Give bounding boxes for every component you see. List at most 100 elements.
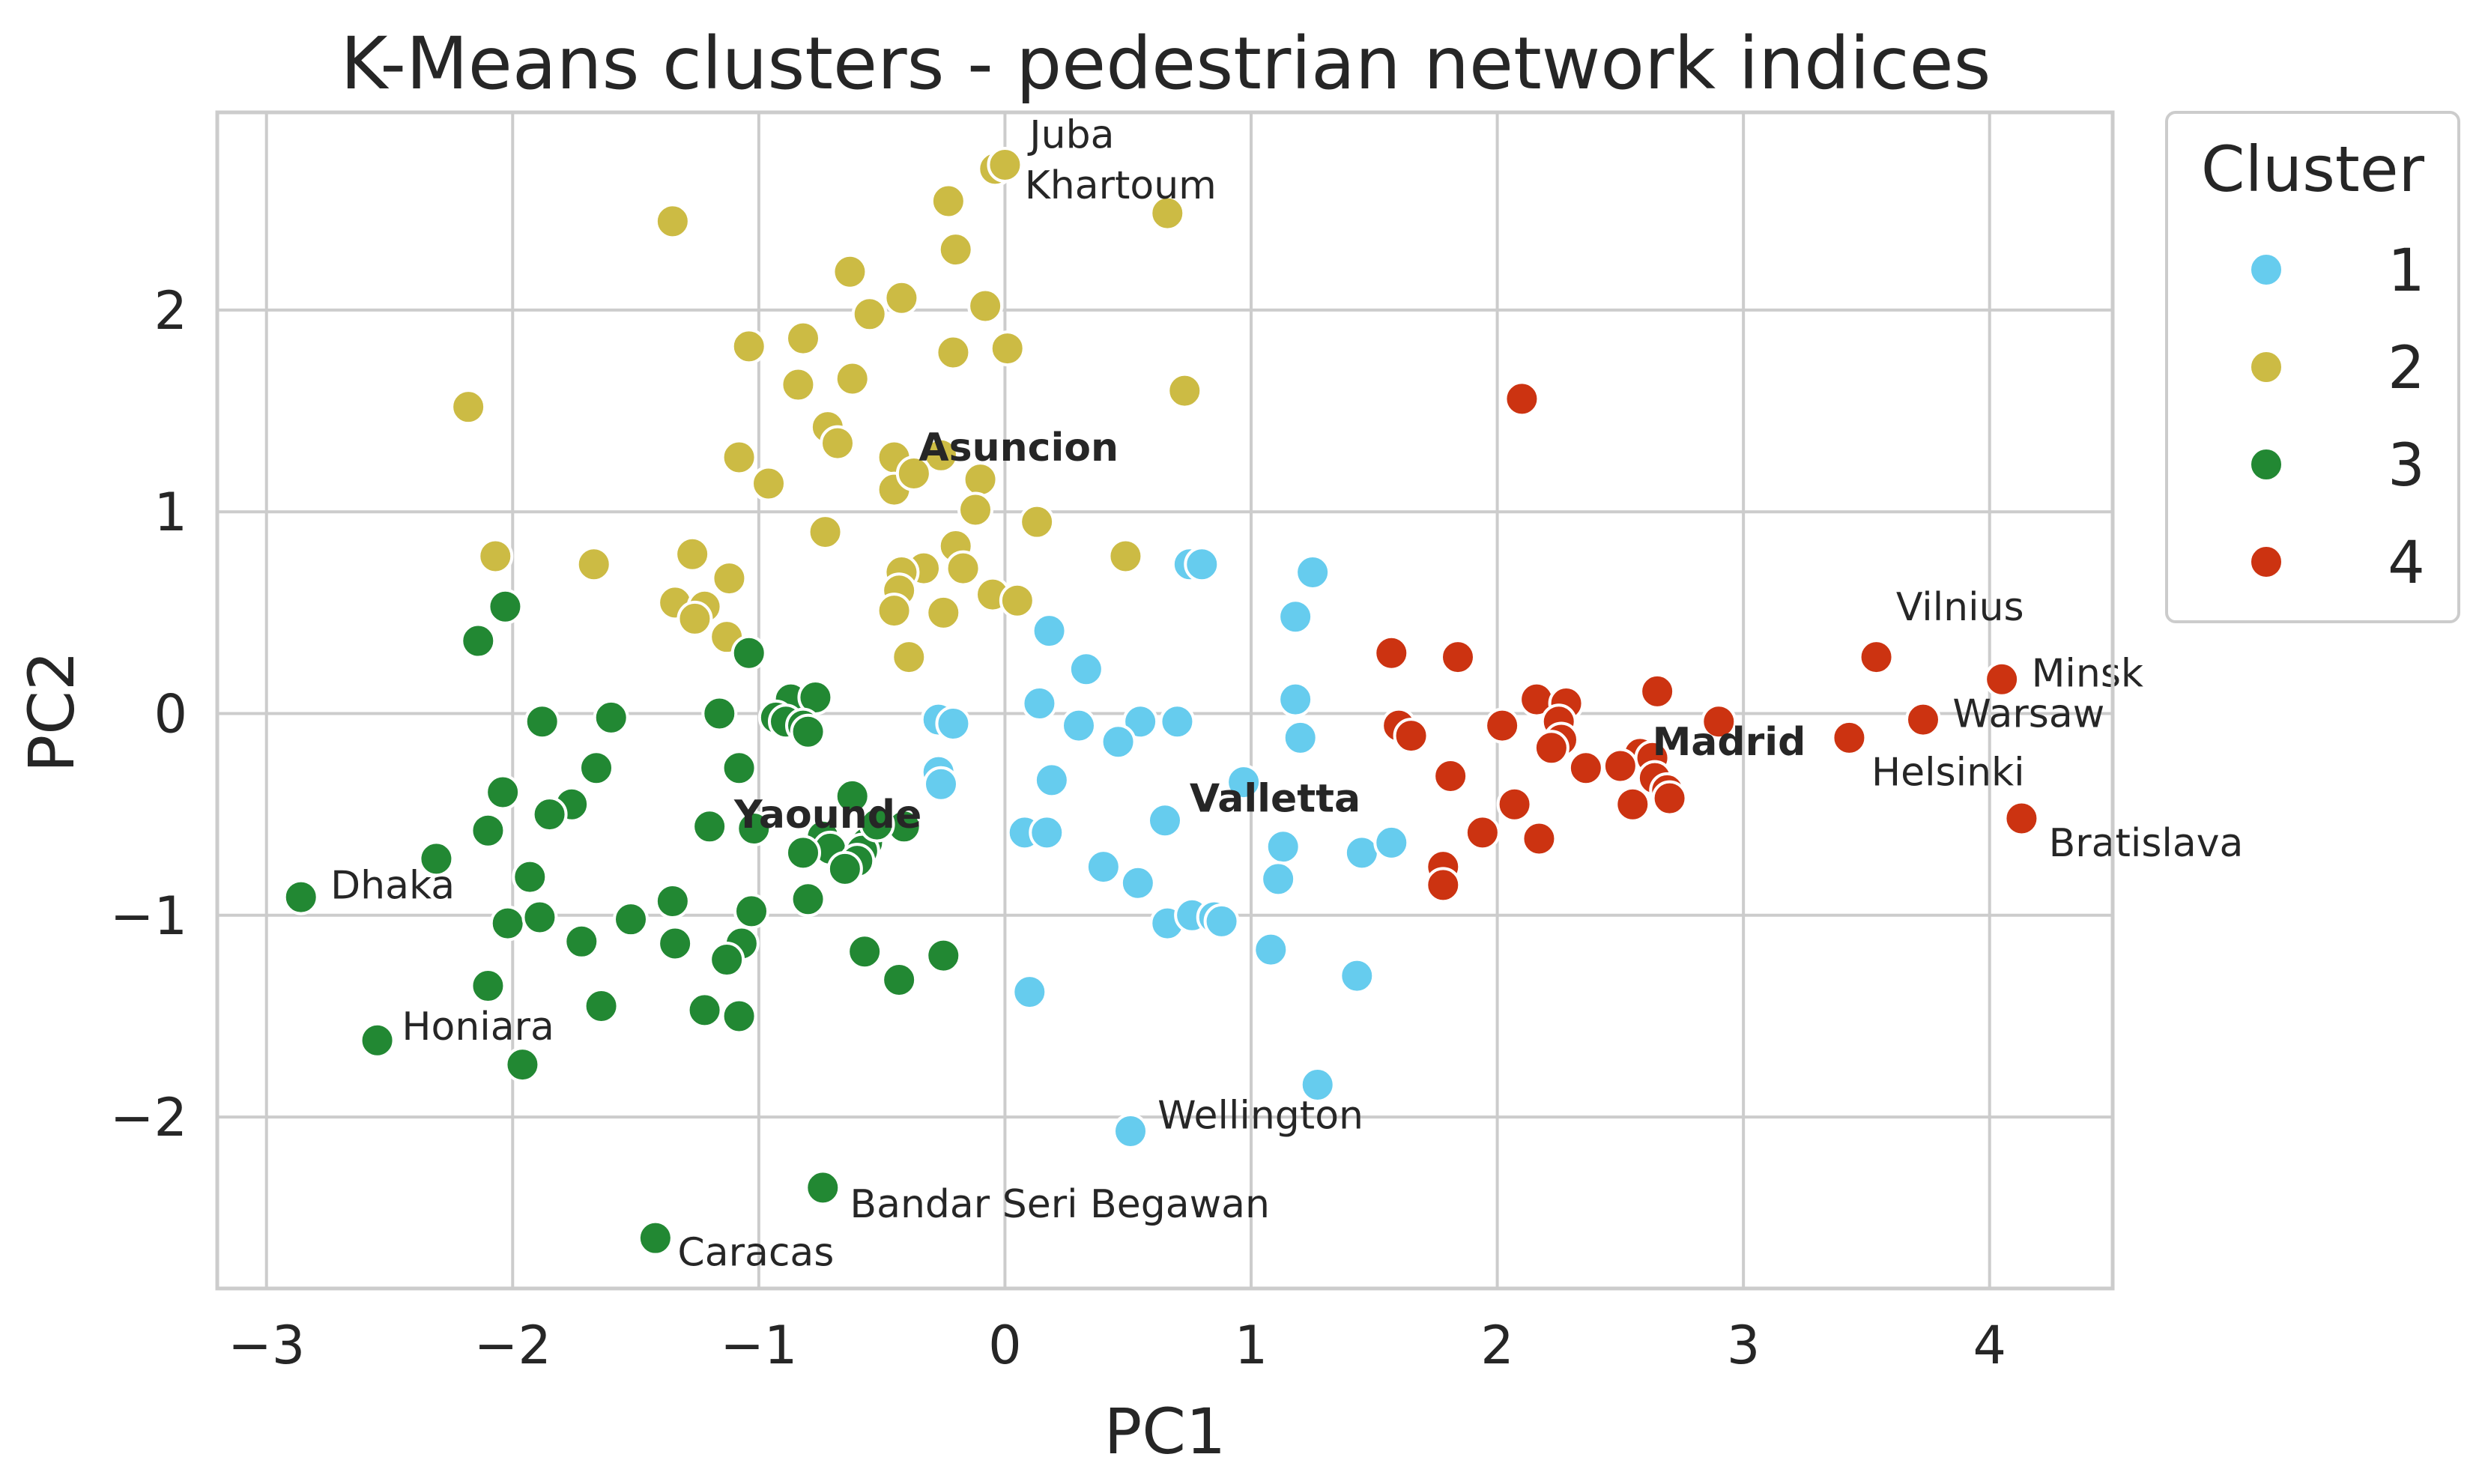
data-point-cluster-4 — [1831, 719, 1868, 756]
point-annotation: Valletta — [1190, 777, 1360, 822]
data-point-cluster-3 — [512, 858, 548, 895]
data-point-cluster-4 — [1484, 707, 1521, 744]
data-point-cluster-3 — [418, 841, 455, 877]
data-point-cluster-1 — [1277, 599, 1314, 635]
data-point-cluster-3 — [790, 881, 826, 918]
data-point-cluster-1 — [1373, 824, 1410, 861]
data-point-cluster-2 — [721, 439, 757, 476]
legend-label-4: 4 — [2388, 530, 2425, 597]
data-point-cluster-2 — [751, 465, 787, 502]
data-point-cluster-3 — [657, 925, 694, 962]
data-point-cluster-1 — [1299, 1067, 1336, 1103]
data-point-cluster-4 — [1701, 703, 1737, 740]
point-annotation: Asuncion — [918, 425, 1119, 470]
data-point-cluster-3 — [524, 703, 560, 740]
data-point-cluster-3 — [834, 778, 871, 814]
data-point-cluster-4 — [1432, 757, 1469, 794]
data-point-cluster-1 — [1100, 724, 1136, 760]
data-point-cluster-3 — [805, 1169, 841, 1206]
data-point-cluster-3 — [593, 699, 629, 736]
data-point-cluster-3 — [489, 905, 526, 942]
point-annotation: Khartoum — [1025, 163, 1217, 208]
data-point-cluster-2 — [923, 437, 959, 473]
data-point-cluster-3 — [282, 879, 319, 915]
data-point-cluster-3 — [470, 812, 506, 849]
point-annotation: Minsk — [2032, 652, 2143, 697]
legend-marker-4 — [2248, 544, 2284, 580]
data-point-cluster-4 — [1504, 381, 1540, 417]
point-annotation: Vilnius — [1896, 585, 2024, 630]
y-tick-label: 0 — [154, 684, 187, 745]
data-point-cluster-2 — [677, 600, 713, 637]
point-annotation: Bratislava — [2049, 821, 2244, 866]
data-point-cluster-1 — [1029, 814, 1065, 851]
data-point-cluster-3 — [637, 1220, 674, 1256]
data-point-cluster-2 — [937, 231, 974, 268]
legend-entries: 1 2 3 4 — [2248, 237, 2425, 597]
data-point-cluster-3 — [691, 808, 728, 845]
data-point-cluster-3 — [701, 695, 738, 732]
data-point-cluster-1 — [1184, 546, 1220, 583]
legend-marker-1 — [2248, 252, 2284, 288]
legend-frame — [2165, 111, 2460, 623]
data-point-cluster-2 — [935, 334, 972, 371]
point-annotation: Warsaw — [1952, 692, 2104, 737]
data-point-cluster-3 — [785, 835, 821, 871]
point-annotation: Juba — [1027, 113, 1114, 158]
data-point-cluster-3 — [578, 750, 614, 787]
data-point-cluster-3 — [470, 968, 506, 1005]
data-point-cluster-4 — [1905, 701, 1941, 738]
point-annotation: Wellington — [1157, 1093, 1363, 1138]
data-point-cluster-3 — [686, 992, 723, 1029]
data-point-cluster-2 — [945, 550, 981, 587]
data-point-cluster-2 — [450, 389, 487, 425]
data-point-cluster-1 — [1203, 903, 1240, 939]
x-tick-label: 3 — [1727, 1315, 1761, 1376]
data-point-cluster-3 — [826, 850, 863, 887]
chart-title: K-Means clusters - pedestrian network in… — [340, 22, 1991, 106]
x-tick-label: 1 — [1235, 1315, 1268, 1376]
data-point-cluster-1 — [935, 705, 972, 742]
data-point-cluster-4 — [1602, 748, 1638, 784]
plot-frame — [215, 110, 2115, 1291]
legend-label-3: 3 — [2388, 432, 2425, 500]
y-axis-ticks: −2 −1 0 1 2 — [110, 280, 187, 1148]
x-tick-label: 0 — [988, 1315, 1022, 1376]
data-points — [282, 147, 2040, 1256]
data-point-cluster-3 — [733, 893, 769, 930]
data-point-cluster-4 — [1533, 730, 1570, 766]
data-point-cluster-3 — [736, 811, 772, 847]
x-tick-label: −1 — [720, 1315, 797, 1376]
data-point-cluster-2 — [895, 455, 932, 492]
data-point-cluster-2 — [711, 560, 748, 597]
data-point-cluster-3 — [531, 796, 568, 833]
data-point-cluster-2 — [730, 328, 767, 365]
data-point-cluster-4 — [1425, 867, 1462, 903]
data-point-cluster-4 — [2003, 800, 2040, 837]
data-point-cluster-3 — [654, 882, 691, 919]
point-annotation: Caracas — [677, 1231, 834, 1276]
data-point-cluster-2 — [851, 296, 888, 333]
data-point-cluster-3 — [359, 1022, 396, 1059]
data-point-cluster-3 — [859, 806, 895, 843]
data-point-cluster-4 — [1651, 780, 1688, 817]
data-point-cluster-1 — [1260, 861, 1297, 897]
data-point-cluster-4 — [1614, 786, 1651, 823]
data-point-cluster-1 — [1253, 931, 1289, 968]
legend-label-2: 2 — [2388, 335, 2425, 402]
y-tick-label: −1 — [110, 885, 187, 947]
data-point-cluster-1 — [1031, 613, 1068, 649]
data-point-cluster-3 — [460, 623, 497, 659]
data-point-cluster-2 — [785, 320, 821, 357]
legend: Cluster 1 2 3 4 — [2165, 111, 2460, 623]
data-point-cluster-2 — [967, 288, 1004, 324]
data-point-cluster-1 — [1113, 1112, 1148, 1149]
data-point-cluster-4 — [1464, 814, 1501, 851]
x-tick-label: 4 — [1973, 1315, 2006, 1376]
x-axis-label: PC1 — [1104, 1395, 1226, 1468]
data-point-cluster-1 — [1122, 703, 1159, 740]
data-point-cluster-2 — [674, 536, 711, 572]
y-axis-label: PC2 — [15, 651, 88, 773]
